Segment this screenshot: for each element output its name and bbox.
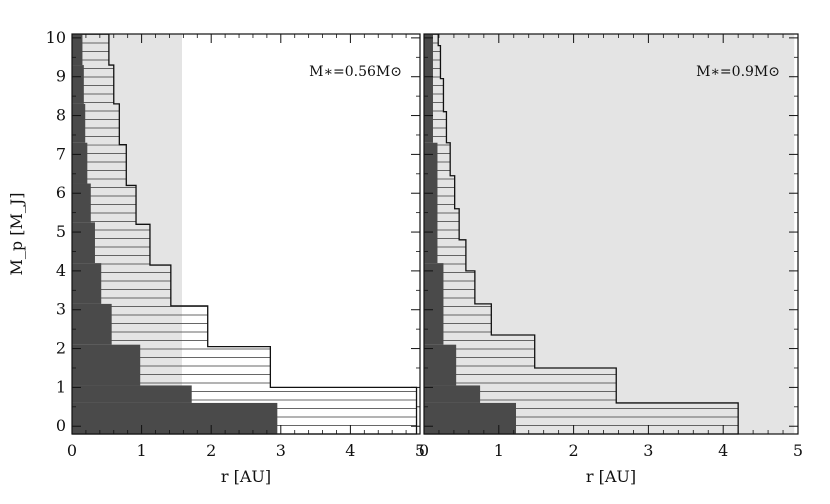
right-x-tick-label-2: 2 [569, 441, 579, 460]
left-x-tick-label-5: 5 [415, 441, 425, 460]
y-tick-label-10: 10 [46, 28, 66, 47]
left-panel: M∗=0.56M⊙ 0 1 2 3 4 5 0 1 2 3 4 5 6 7 8 9 10 r [AU] [46, 28, 425, 486]
right-x-tick-label-4: 4 [718, 441, 728, 460]
right-panel: M∗=0.9M⊙ 0 1 2 3 4 5 r [AU] [419, 33, 803, 486]
right-panel-annotation: M∗=0.9M⊙ [696, 64, 780, 80]
y-tick-label-8: 8 [56, 106, 66, 125]
y-tick-label-1: 1 [56, 377, 66, 396]
left-solid-step-3 [72, 303, 112, 345]
left-solid-step-7 [72, 142, 88, 184]
left-solid-step-5 [72, 222, 95, 264]
left-solid-step-0 [72, 402, 278, 434]
y-tick-label-6: 6 [56, 183, 66, 202]
y-tick-label-2: 2 [56, 339, 66, 358]
left-solid-step-6 [72, 183, 91, 223]
right-solid-step-2 [424, 344, 457, 386]
left-x-axis-title: r [AU] [221, 467, 271, 486]
left-hatched-outline [72, 34, 418, 435]
right-solid-step-3 [424, 263, 444, 345]
left-solid-step-8 [72, 103, 86, 143]
y-tick-label-0: 0 [56, 416, 66, 435]
y-tick-label-9: 9 [56, 67, 66, 86]
y-tick-label-3: 3 [56, 300, 66, 319]
right-x-tick-label-5: 5 [793, 441, 803, 460]
y-axis-title: M_p [M_J] [7, 193, 26, 276]
right-solid-step-5 [424, 34, 433, 143]
right-solid-step-0 [424, 402, 517, 434]
right-solid-step-4 [424, 142, 438, 264]
left-x-tick-label-2: 2 [206, 441, 216, 460]
y-tick-label-4: 4 [56, 261, 66, 280]
left-plot-frame [71, 33, 421, 435]
left-solid-step-1 [72, 385, 192, 403]
left-solid-step-9 [72, 65, 84, 104]
right-x-tick-label-1: 1 [494, 441, 504, 460]
y-tick-label-7: 7 [56, 144, 66, 163]
right-hatched-outline [424, 34, 739, 435]
y-tick-label-5: 5 [56, 222, 66, 241]
left-x-tick-label-3: 3 [276, 441, 286, 460]
left-solid-step-10 [72, 34, 83, 66]
left-panel-annotation: M∗=0.56M⊙ [309, 64, 402, 80]
left-x-tick-label-4: 4 [345, 441, 355, 460]
left-solid-step-4 [72, 263, 102, 304]
right-x-tick-label-3: 3 [643, 441, 653, 460]
right-plot-frame [423, 33, 799, 435]
right-solid-step-1 [424, 385, 481, 403]
right-x-tick-label-0: 0 [419, 441, 429, 460]
left-solid-step-2 [72, 344, 141, 386]
left-x-tick-label-0: 0 [67, 441, 77, 460]
left-x-tick-label-1: 1 [137, 441, 147, 460]
right-x-axis-title: r [AU] [586, 467, 636, 486]
